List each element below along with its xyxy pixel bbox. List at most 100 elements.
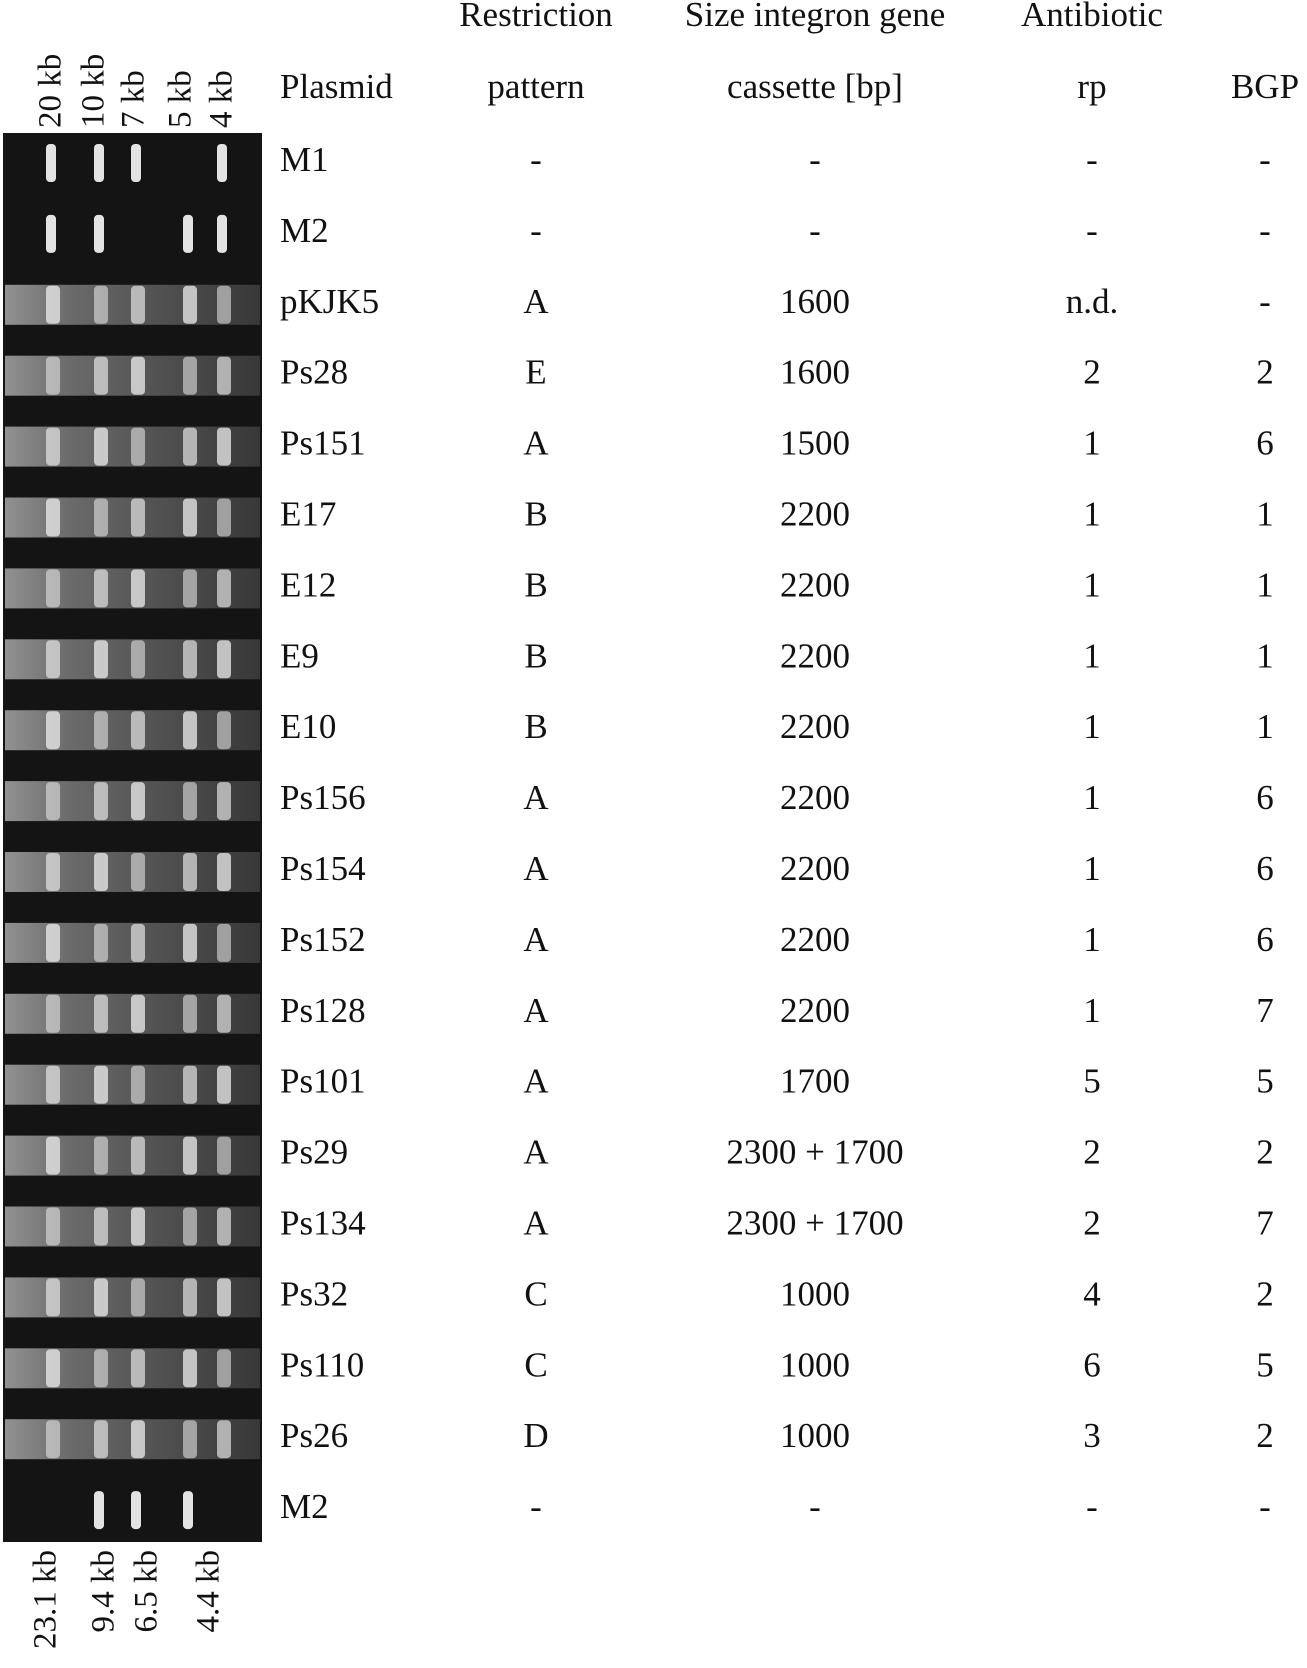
gel-band: [183, 1491, 193, 1530]
table-cell: 2: [1256, 1133, 1274, 1172]
column-header: BGP: [1231, 67, 1299, 106]
table-cell: 1: [1083, 991, 1101, 1030]
table-cell: 6: [1256, 920, 1274, 959]
gel-band: [131, 711, 145, 750]
gel-band: [94, 1278, 108, 1317]
gel-band: [131, 1491, 141, 1530]
gel-band: [131, 569, 145, 608]
table-cell: A: [523, 424, 549, 463]
gel-band: [183, 498, 197, 537]
gel-band: [217, 923, 231, 962]
plasmid-name: Ps154: [280, 849, 366, 888]
gel-band: [183, 356, 197, 395]
gel-band: [94, 285, 108, 324]
table-cell: B: [524, 707, 547, 746]
table-cell: A: [523, 1133, 549, 1172]
gel-band: [46, 498, 60, 537]
gel-band: [217, 640, 231, 679]
gel-band: [94, 640, 108, 679]
gel-lanes: [5, 144, 260, 1530]
gel-band: [183, 1136, 197, 1175]
gel-band: [131, 782, 145, 821]
plasmid-name: M2: [280, 1487, 329, 1526]
marker-size-label: 4.4 kb: [191, 1550, 227, 1633]
table-cell: 2: [1083, 1204, 1101, 1243]
gel-band: [217, 1207, 231, 1246]
column-header: Antibiotic: [1021, 0, 1163, 34]
gel-band: [131, 640, 145, 679]
plasmid-name: Ps26: [280, 1416, 348, 1455]
table-cell: B: [524, 565, 547, 604]
table-cell: -: [809, 140, 821, 179]
table-cell: 6: [1256, 849, 1274, 888]
table-cell: 2200: [780, 636, 850, 675]
table-cell: A: [523, 849, 549, 888]
plasmid-name: E17: [280, 495, 336, 534]
gel-band: [94, 1065, 108, 1104]
table-cell: 7: [1256, 1204, 1274, 1243]
gel-band: [46, 711, 60, 750]
gel-band: [217, 994, 231, 1033]
gel-band: [46, 285, 60, 324]
gel-band: [46, 1136, 60, 1175]
table-cell: 6: [1256, 424, 1274, 463]
gel-band: [94, 356, 108, 395]
gel-band: [217, 782, 231, 821]
gel-band: [94, 1207, 108, 1246]
gel-band: [46, 853, 60, 891]
table-cell: 1: [1083, 565, 1101, 604]
gel-band: [183, 1207, 197, 1246]
table-cell: A: [523, 778, 549, 817]
gel-band: [131, 1136, 145, 1175]
table-cell: 2: [1256, 1416, 1274, 1455]
lane-size-label: 20 kb: [33, 54, 69, 128]
table-cell: C: [524, 1345, 547, 1384]
gel-band: [94, 569, 108, 608]
table-cell: 1600: [780, 282, 850, 321]
gel-band: [183, 1278, 197, 1317]
gel-band: [94, 853, 108, 891]
table-cell: 2200: [780, 991, 850, 1030]
table-cell: 1700: [780, 1062, 850, 1101]
gel-band: [46, 782, 60, 821]
table-cell: -: [1086, 211, 1098, 250]
gel-band: [217, 711, 231, 750]
table-cell: 1000: [780, 1416, 850, 1455]
gel-image: [3, 133, 262, 1542]
table-cell: 1500: [780, 424, 850, 463]
table-cell: 5: [1256, 1345, 1274, 1384]
table-cell: 1: [1083, 849, 1101, 888]
gel-band: [94, 498, 108, 537]
gel-band: [183, 214, 193, 253]
gel-band: [217, 853, 231, 891]
plasmid-name: Ps156: [280, 778, 366, 817]
table-cell: 1: [1083, 778, 1101, 817]
table-cell: B: [524, 636, 547, 675]
gel-band: [183, 1065, 197, 1104]
gel-band: [94, 923, 108, 962]
gel-band: [94, 782, 108, 821]
gel-band: [94, 1349, 108, 1388]
lane-size-label: 4 kb: [204, 70, 240, 128]
gel-band: [217, 1136, 231, 1175]
gel-band: [217, 144, 227, 182]
gel-band: [217, 356, 231, 395]
column-header: Plasmid: [280, 67, 393, 106]
table-cell: -: [1259, 1487, 1271, 1526]
table-cell: 2: [1083, 1133, 1101, 1172]
table-cell: A: [523, 282, 549, 321]
table-cell: 2300 + 1700: [726, 1133, 903, 1172]
gel-band: [94, 994, 108, 1033]
table-cell: 2200: [780, 707, 850, 746]
gel-band: [131, 356, 145, 395]
gel-band: [46, 640, 60, 679]
gel-band: [183, 853, 197, 891]
plasmid-name: Ps152: [280, 920, 366, 959]
marker-size-label: 6.5 kb: [129, 1550, 165, 1633]
table-cell: -: [1259, 211, 1271, 250]
table-cell: 1000: [780, 1274, 850, 1313]
gel-band: [131, 1349, 145, 1388]
gel-band: [183, 427, 197, 466]
plasmid-name: E9: [280, 636, 319, 675]
